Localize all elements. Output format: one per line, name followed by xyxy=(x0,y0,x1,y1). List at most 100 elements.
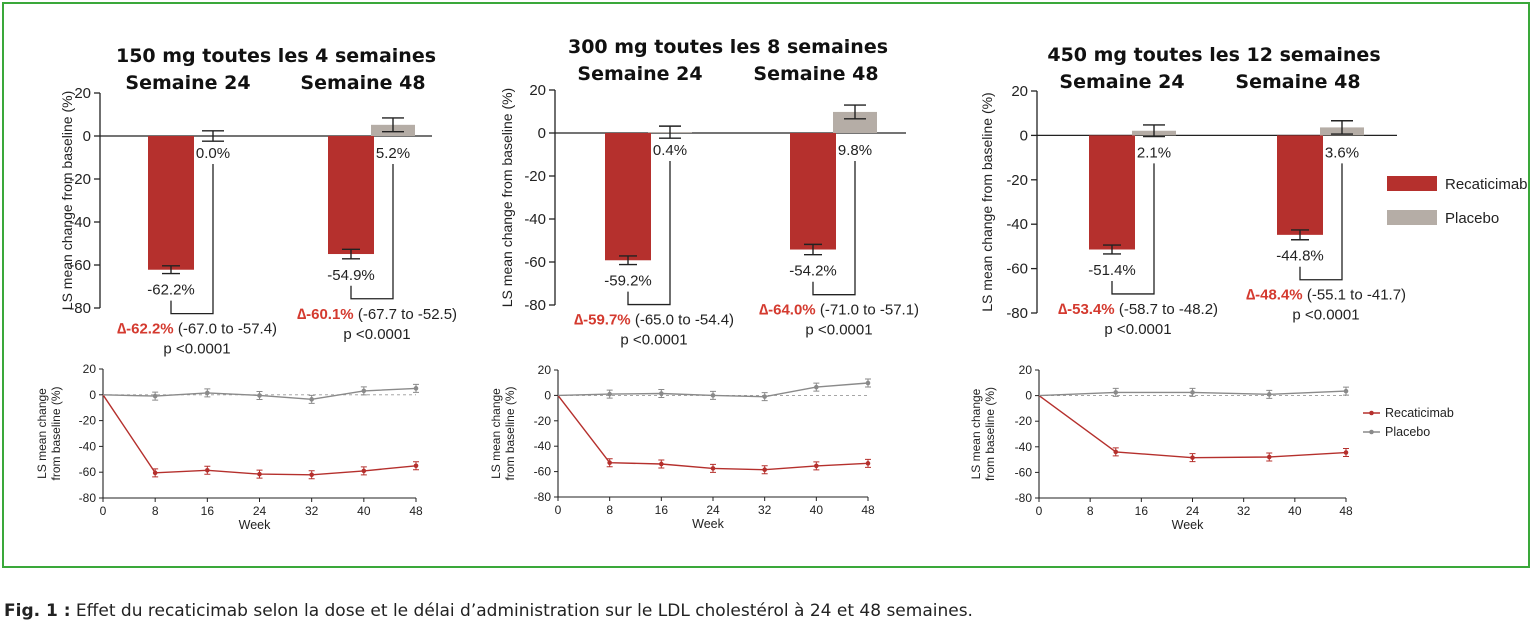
y-tick-label: -80 xyxy=(1006,305,1028,322)
recaticimab-point xyxy=(1266,454,1272,460)
delta-value: ∆-64.0% xyxy=(759,302,816,319)
delta-ci: (-65.0 to -54.4) xyxy=(631,312,734,329)
legend-label-recaticimab: Recaticimab xyxy=(1385,406,1454,420)
group-label: Semaine 24 xyxy=(577,63,702,85)
y-axis-label: LS mean change xyxy=(35,388,49,479)
error-bar xyxy=(202,130,224,142)
placebo-point xyxy=(607,391,612,397)
y-tick-label: 20 xyxy=(1011,83,1028,100)
legend-label-recaticimab: Recaticimab xyxy=(1445,176,1528,193)
y-tick-label: -20 xyxy=(69,171,91,188)
recaticimab-value-label: -44.8% xyxy=(1276,248,1324,265)
p-value: p <0.0001 xyxy=(1104,321,1171,338)
y-tick-label: -20 xyxy=(79,414,97,428)
recaticimab-point xyxy=(1343,450,1349,455)
delta-value: ∆-59.7% xyxy=(574,312,631,329)
delta-value: ∆-62.2% xyxy=(117,321,174,338)
x-tick-label: 32 xyxy=(1237,504,1251,518)
recaticimab-point xyxy=(152,470,158,476)
panel-title: 300 mg toutes les 8 semaines xyxy=(568,36,888,58)
legend-label-placebo: Placebo xyxy=(1445,210,1499,227)
placebo-bar xyxy=(833,111,877,133)
placebo-point xyxy=(361,388,367,394)
placebo-value-label: 9.8% xyxy=(838,142,872,159)
delta-ci: (-58.7 to -48.2) xyxy=(1115,301,1218,318)
p-value: p <0.0001 xyxy=(163,341,230,358)
placebo-point xyxy=(710,393,716,398)
placebo-point xyxy=(1190,390,1195,395)
delta-ci: (-67.7 to -52.5) xyxy=(354,306,457,323)
comparison-bracket xyxy=(170,164,214,315)
group-label: Semaine 48 xyxy=(1235,71,1360,93)
recaticimab-point xyxy=(257,471,262,477)
placebo-point xyxy=(309,397,314,402)
y-axis-label: LS mean change from baseline (%) xyxy=(499,88,515,307)
x-tick-label: 32 xyxy=(305,504,319,518)
p-value: p <0.0001 xyxy=(805,322,872,339)
legend-swatch-recaticimab xyxy=(1387,176,1437,191)
placebo-point xyxy=(814,384,819,390)
p-value: p <0.0001 xyxy=(1292,307,1359,324)
y-tick-label: 20 xyxy=(74,85,91,102)
error-bar xyxy=(619,255,637,266)
y-tick-label: 0 xyxy=(1020,127,1028,144)
bar-panel-3: 450 mg toutes les 12 semaines Semaine 24 S… xyxy=(979,44,1406,338)
group-label: Semaine 48 xyxy=(300,72,425,94)
recaticimab-bar xyxy=(605,133,651,261)
recaticimab-point xyxy=(607,460,612,466)
recaticimab-value-label: -59.2% xyxy=(604,273,652,290)
error-bar xyxy=(1143,124,1165,138)
panel-title: 450 mg toutes les 12 semaines xyxy=(1047,44,1380,66)
recaticimab-bar xyxy=(148,136,194,270)
recaticimab-point xyxy=(361,468,367,474)
y-axis-label: from baseline (%) xyxy=(503,386,517,480)
recaticimab-point xyxy=(710,466,716,471)
recaticimab-line xyxy=(557,394,869,471)
legend-swatch-placebo xyxy=(1387,210,1437,225)
error-bar xyxy=(1291,229,1309,241)
x-tick-label: 48 xyxy=(409,504,423,518)
caption-text: Effet du recaticimab selon la dose et le… xyxy=(70,601,973,621)
x-axis-label: Week xyxy=(692,517,724,531)
y-tick-label: 20 xyxy=(529,82,546,99)
x-tick-label: 24 xyxy=(1186,504,1200,518)
recaticimab-point xyxy=(659,461,664,467)
delta-ci: (-55.1 to -41.7) xyxy=(1303,287,1406,304)
y-tick-label: 20 xyxy=(83,362,97,376)
y-axis-label: LS mean change from baseline (%) xyxy=(979,92,995,311)
error-bar xyxy=(844,104,866,120)
figure-caption: Fig. 1 : Effet du recaticimab selon la d… xyxy=(4,601,973,621)
recaticimab-value-label: -54.2% xyxy=(789,263,837,280)
x-tick-label: 16 xyxy=(1135,504,1149,518)
recaticimab-point xyxy=(1113,449,1119,455)
recaticimab-value-label: -62.2% xyxy=(147,282,195,299)
placebo-value-label: 5.2% xyxy=(376,145,410,162)
y-tick-label: -20 xyxy=(534,414,552,428)
placebo-point xyxy=(257,393,262,398)
recaticimab-point xyxy=(309,472,314,478)
placebo-value-label: 0.4% xyxy=(653,142,687,159)
recaticimab-line xyxy=(1038,395,1347,459)
x-tick-label: 40 xyxy=(357,504,371,518)
y-tick-label: -40 xyxy=(69,214,91,231)
p-value: p <0.0001 xyxy=(620,332,687,349)
x-tick-label: 0 xyxy=(555,503,562,517)
y-axis-label: from baseline (%) xyxy=(983,387,997,481)
y-tick-label: -80 xyxy=(524,297,546,314)
recaticimab-point xyxy=(865,461,871,466)
x-axis-label: Week xyxy=(1172,518,1204,532)
y-tick-label: -40 xyxy=(79,439,97,453)
error-bar xyxy=(1331,120,1353,135)
placebo-point xyxy=(762,394,767,399)
y-tick-label: -60 xyxy=(1015,465,1033,479)
recaticimab-point xyxy=(1190,455,1195,460)
y-tick-label: -80 xyxy=(534,490,552,504)
legend-marker-recaticimab xyxy=(1369,410,1374,416)
y-tick-label: -60 xyxy=(69,257,91,274)
delta-annotation: ∆-53.4% (-58.7 to -48.2) xyxy=(1058,301,1218,318)
recaticimab-line xyxy=(102,394,417,476)
error-bar xyxy=(659,125,681,139)
y-tick-label: -40 xyxy=(534,439,552,453)
